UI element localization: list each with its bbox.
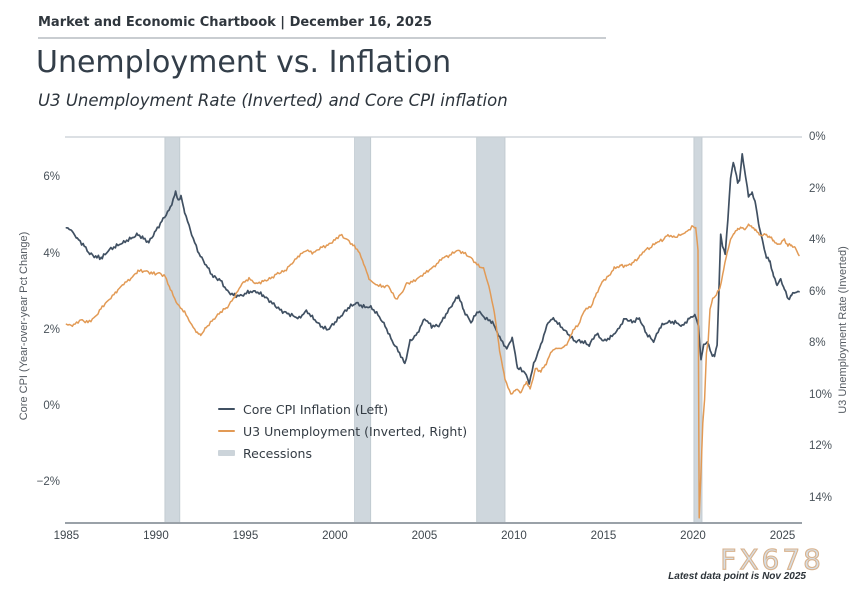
recession-band <box>354 136 372 524</box>
y-axis-right-tick: 6% <box>809 285 826 298</box>
legend-item: Recessions <box>218 442 467 464</box>
x-axis-tick: 1985 <box>53 530 80 542</box>
recession-band <box>476 136 506 524</box>
x-axis-tick: 1990 <box>143 530 169 542</box>
core-cpi-line <box>65 152 800 385</box>
x-axis-tick: 2000 <box>322 530 348 542</box>
legend-item: Core CPI Inflation (Left) <box>218 398 467 420</box>
legend-line-swatch-icon <box>218 429 235 433</box>
x-axis-tick: 2010 <box>501 530 527 542</box>
y-axis-left-tick: 6% <box>43 171 60 184</box>
legend: Core CPI Inflation (Left) U3 Unemployment… <box>218 398 467 464</box>
x-axis-tick: 2015 <box>590 530 617 542</box>
legend-label: U3 Unemployment (Inverted, Right) <box>243 423 468 439</box>
watermark: FX678 <box>720 542 824 576</box>
x-axis-tick: 2020 <box>680 530 706 542</box>
y-axis-right-tick: 12% <box>809 440 833 452</box>
y-axis-right-tick: 8% <box>809 337 826 349</box>
page-subtitle: U3 Unemployment Rate (Inverted) and Core… <box>38 91 508 110</box>
header-kicker: Market and Economic Chartbook | December… <box>38 15 433 30</box>
page-title: Unemployment vs. Inflation <box>36 45 452 80</box>
x-axis-tick: 2005 <box>411 530 438 542</box>
x-axis-tick: 1995 <box>232 530 259 542</box>
y-axis-left-tick: 0% <box>43 400 60 413</box>
legend-line-swatch-icon <box>218 407 235 411</box>
legend-label: Recessions <box>243 445 312 461</box>
u3-unemployment-line <box>65 223 800 519</box>
x-axis-tick: 2025 <box>769 530 796 542</box>
footnote: Latest data point is Nov 2025 <box>668 571 806 582</box>
y-axis-left-tick: −2% <box>36 476 60 489</box>
legend-item: U3 Unemployment (Inverted, Right) <box>218 420 467 442</box>
y-axis-right-title: U3 Unemployment Rate (Inverted) <box>837 246 849 414</box>
legend-band-swatch-icon <box>218 450 235 456</box>
header-divider <box>38 37 606 39</box>
y-axis-left-tick: 2% <box>43 323 60 336</box>
y-axis-right-tick: 4% <box>809 234 826 246</box>
legend-label: Core CPI Inflation (Left) <box>243 401 389 417</box>
y-axis-right-tick: 14% <box>809 491 833 504</box>
recession-band <box>164 136 181 524</box>
y-axis-right-tick: 10% <box>809 388 833 401</box>
y-axis-right-tick: 0% <box>809 131 826 143</box>
y-axis-right-tick: 2% <box>809 182 826 195</box>
y-axis-left-tick: 4% <box>43 247 60 260</box>
y-axis-left-title: Core CPI (Year-over-year Pct Change) <box>18 231 30 421</box>
